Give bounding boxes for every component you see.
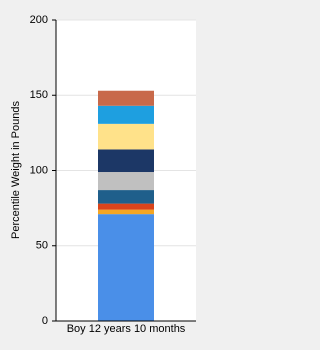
y-tick-label: 200: [30, 14, 48, 26]
bar-segment: [98, 209, 154, 215]
y-tick-label: 150: [30, 89, 48, 101]
y-axis-label: Percentile Weight in Pounds: [10, 101, 22, 239]
bar-segment: [98, 172, 154, 191]
bar-segment: [98, 203, 154, 210]
y-tick-label: 50: [36, 240, 48, 252]
bar-segment: [98, 190, 154, 204]
bar-segment: [98, 214, 154, 321]
chart: Percentile Weight in Pounds 0 50 100 150 200…: [10, 14, 196, 335]
y-tick-label: 0: [42, 315, 48, 327]
bar-segment: [98, 123, 154, 150]
bar-segment: [98, 149, 154, 173]
x-tick-label: Boy 12 years 10 months: [67, 323, 186, 335]
y-tick-label: 100: [30, 164, 48, 176]
bar-segment: [98, 105, 154, 124]
bar-segment: [98, 90, 154, 106]
